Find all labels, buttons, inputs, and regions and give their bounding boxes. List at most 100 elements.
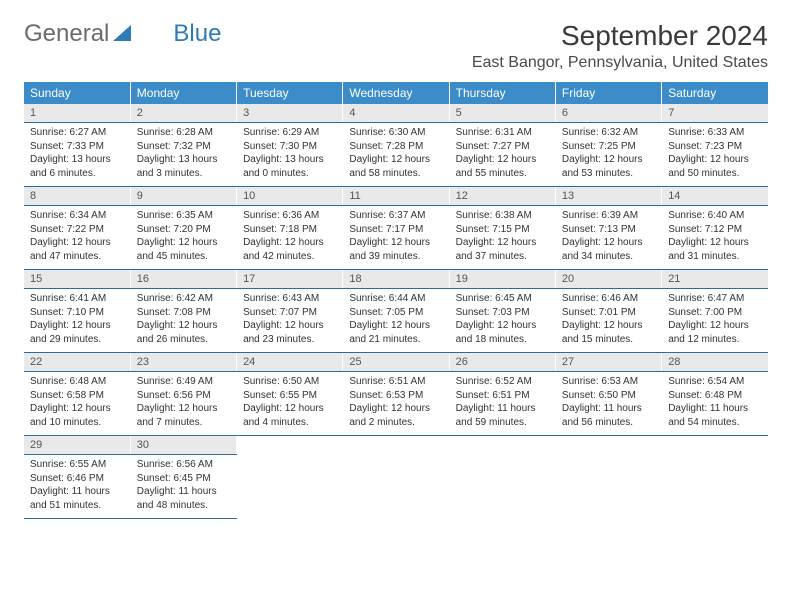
col-sun: Sunday <box>24 82 130 104</box>
day-detail: Sunrise: 6:32 AMSunset: 7:25 PMDaylight:… <box>555 123 661 187</box>
day-detail: Sunrise: 6:31 AMSunset: 7:27 PMDaylight:… <box>449 123 555 187</box>
day-detail: Sunrise: 6:52 AMSunset: 6:51 PMDaylight:… <box>449 372 555 436</box>
day-detail: Sunrise: 6:37 AMSunset: 7:17 PMDaylight:… <box>343 206 449 270</box>
week-4-detailrow: Sunrise: 6:55 AMSunset: 6:46 PMDaylight:… <box>24 455 768 519</box>
sunset-text: Sunset: 7:08 PM <box>137 306 230 320</box>
sunrise-text: Sunrise: 6:46 AM <box>562 292 655 306</box>
sunset-text: Sunset: 7:20 PM <box>137 223 230 237</box>
day-detail: Sunrise: 6:27 AMSunset: 7:33 PMDaylight:… <box>24 123 130 187</box>
col-wed: Wednesday <box>343 82 449 104</box>
daynum: 27 <box>555 353 661 372</box>
sunrise-text: Sunrise: 6:50 AM <box>243 375 336 389</box>
sunset-text: Sunset: 6:48 PM <box>668 389 762 403</box>
day-detail: Sunrise: 6:44 AMSunset: 7:05 PMDaylight:… <box>343 289 449 353</box>
daylight-text: Daylight: 11 hours and 51 minutes. <box>30 485 124 512</box>
daynum: 21 <box>662 270 768 289</box>
daynum: 15 <box>24 270 130 289</box>
sunset-text: Sunset: 7:27 PM <box>456 140 549 154</box>
header: General Blue September 2024 East Bangor,… <box>24 20 768 72</box>
sunset-text: Sunset: 7:13 PM <box>562 223 655 237</box>
day-detail: Sunrise: 6:40 AMSunset: 7:12 PMDaylight:… <box>662 206 768 270</box>
day-detail: Sunrise: 6:51 AMSunset: 6:53 PMDaylight:… <box>343 372 449 436</box>
daynum: 8 <box>24 187 130 206</box>
day-detail: Sunrise: 6:28 AMSunset: 7:32 PMDaylight:… <box>130 123 236 187</box>
sunrise-text: Sunrise: 6:31 AM <box>456 126 549 140</box>
day-detail: Sunrise: 6:46 AMSunset: 7:01 PMDaylight:… <box>555 289 661 353</box>
day-detail: Sunrise: 6:54 AMSunset: 6:48 PMDaylight:… <box>662 372 768 436</box>
sunset-text: Sunset: 6:53 PM <box>349 389 442 403</box>
daynum: 18 <box>343 270 449 289</box>
daynum: 12 <box>449 187 555 206</box>
day-detail: Sunrise: 6:36 AMSunset: 7:18 PMDaylight:… <box>237 206 343 270</box>
daynum: 10 <box>237 187 343 206</box>
daynum: 24 <box>237 353 343 372</box>
day-detail <box>237 455 343 519</box>
sunset-text: Sunset: 6:58 PM <box>30 389 124 403</box>
sunset-text: Sunset: 7:15 PM <box>456 223 549 237</box>
week-0-detailrow: Sunrise: 6:27 AMSunset: 7:33 PMDaylight:… <box>24 123 768 187</box>
sunrise-text: Sunrise: 6:55 AM <box>30 458 124 472</box>
sunset-text: Sunset: 7:07 PM <box>243 306 336 320</box>
daynum: 26 <box>449 353 555 372</box>
sunrise-text: Sunrise: 6:42 AM <box>137 292 230 306</box>
sail-icon <box>113 20 135 48</box>
day-detail: Sunrise: 6:47 AMSunset: 7:00 PMDaylight:… <box>662 289 768 353</box>
sunset-text: Sunset: 7:22 PM <box>30 223 124 237</box>
day-detail: Sunrise: 6:42 AMSunset: 7:08 PMDaylight:… <box>130 289 236 353</box>
daynum: 6 <box>555 104 661 123</box>
sunrise-text: Sunrise: 6:29 AM <box>243 126 336 140</box>
day-detail: Sunrise: 6:43 AMSunset: 7:07 PMDaylight:… <box>237 289 343 353</box>
day-detail: Sunrise: 6:48 AMSunset: 6:58 PMDaylight:… <box>24 372 130 436</box>
month-title: September 2024 <box>472 20 768 52</box>
location-text: East Bangor, Pennsylvania, United States <box>472 54 768 72</box>
sunset-text: Sunset: 7:10 PM <box>30 306 124 320</box>
calendar-table: Sunday Monday Tuesday Wednesday Thursday… <box>24 82 768 519</box>
daynum <box>662 436 768 455</box>
sunrise-text: Sunrise: 6:27 AM <box>30 126 124 140</box>
daynum: 4 <box>343 104 449 123</box>
day-detail: Sunrise: 6:39 AMSunset: 7:13 PMDaylight:… <box>555 206 661 270</box>
sunrise-text: Sunrise: 6:30 AM <box>349 126 442 140</box>
daynum: 7 <box>662 104 768 123</box>
week-2-detailrow: Sunrise: 6:41 AMSunset: 7:10 PMDaylight:… <box>24 289 768 353</box>
day-detail: Sunrise: 6:55 AMSunset: 6:46 PMDaylight:… <box>24 455 130 519</box>
daynum <box>237 436 343 455</box>
sunset-text: Sunset: 7:03 PM <box>456 306 549 320</box>
daylight-text: Daylight: 12 hours and 47 minutes. <box>30 236 124 263</box>
daylight-text: Daylight: 12 hours and 45 minutes. <box>137 236 230 263</box>
week-1-detailrow: Sunrise: 6:34 AMSunset: 7:22 PMDaylight:… <box>24 206 768 270</box>
sunrise-text: Sunrise: 6:47 AM <box>668 292 762 306</box>
daynum: 5 <box>449 104 555 123</box>
sunrise-text: Sunrise: 6:56 AM <box>137 458 230 472</box>
daynum: 30 <box>130 436 236 455</box>
col-fri: Friday <box>555 82 661 104</box>
sunrise-text: Sunrise: 6:33 AM <box>668 126 762 140</box>
sunrise-text: Sunrise: 6:40 AM <box>668 209 762 223</box>
day-detail: Sunrise: 6:34 AMSunset: 7:22 PMDaylight:… <box>24 206 130 270</box>
daylight-text: Daylight: 11 hours and 56 minutes. <box>562 402 655 429</box>
sunrise-text: Sunrise: 6:32 AM <box>562 126 655 140</box>
sunrise-text: Sunrise: 6:51 AM <box>349 375 442 389</box>
daynum <box>555 436 661 455</box>
logo-text-gray: General <box>24 20 109 48</box>
daylight-text: Daylight: 12 hours and 42 minutes. <box>243 236 336 263</box>
daynum: 2 <box>130 104 236 123</box>
sunset-text: Sunset: 7:01 PM <box>562 306 655 320</box>
sunset-text: Sunset: 6:56 PM <box>137 389 230 403</box>
daynum: 14 <box>662 187 768 206</box>
day-detail: Sunrise: 6:53 AMSunset: 6:50 PMDaylight:… <box>555 372 661 436</box>
daynum: 11 <box>343 187 449 206</box>
daynum: 17 <box>237 270 343 289</box>
sunrise-text: Sunrise: 6:39 AM <box>562 209 655 223</box>
daynum: 16 <box>130 270 236 289</box>
week-3-detailrow: Sunrise: 6:48 AMSunset: 6:58 PMDaylight:… <box>24 372 768 436</box>
day-detail: Sunrise: 6:35 AMSunset: 7:20 PMDaylight:… <box>130 206 236 270</box>
sunset-text: Sunset: 7:18 PM <box>243 223 336 237</box>
logo-text-blue: Blue <box>173 20 221 48</box>
daylight-text: Daylight: 12 hours and 4 minutes. <box>243 402 336 429</box>
sunset-text: Sunset: 7:17 PM <box>349 223 442 237</box>
daylight-text: Daylight: 12 hours and 7 minutes. <box>137 402 230 429</box>
daylight-text: Daylight: 12 hours and 10 minutes. <box>30 402 124 429</box>
col-thu: Thursday <box>449 82 555 104</box>
daynum <box>343 436 449 455</box>
